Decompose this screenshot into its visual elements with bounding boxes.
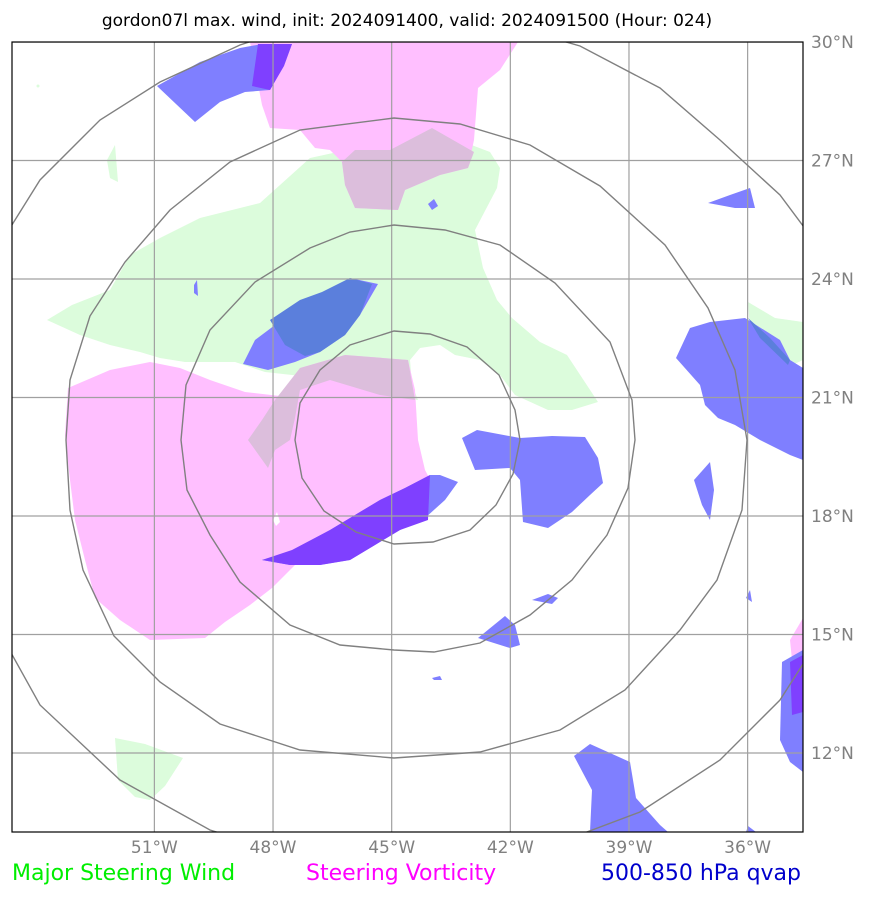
- qvap-region: [462, 430, 603, 528]
- distance-ring: [294, 330, 521, 545]
- distance-ring: [12, 42, 803, 832]
- vorticity-hole: [273, 512, 280, 526]
- wind-vorticity-overlap-region: [248, 355, 415, 468]
- x-axis-ticks: 51°W 48°W 45°W 42°W 39°W 36°W: [131, 838, 771, 858]
- y-tick-label: 27°N: [811, 152, 854, 172]
- vorticity-qvap-overlap-region: [252, 44, 292, 90]
- legend-qvap: 500-850 hPa qvap: [601, 861, 801, 886]
- steering-wind-region: [47, 130, 598, 410]
- wind-qvap-overlap-layer: [270, 278, 790, 365]
- x-tick-label: 51°W: [131, 838, 178, 858]
- qvap-region: [746, 826, 756, 832]
- qvap-region: [708, 188, 755, 208]
- vorticity-qvap-overlap-region: [790, 655, 803, 715]
- qvap-region: [676, 318, 803, 460]
- x-tick-label: 42°W: [487, 838, 534, 858]
- y-tick-label: 15°N: [811, 626, 854, 646]
- qvap-region: [194, 280, 198, 296]
- legend-steering-wind: Major Steering Wind: [12, 861, 235, 886]
- y-axis-ticks: 30°N 27°N 24°N 21°N 18°N 15°N 12°N: [811, 33, 854, 764]
- x-tick-label: 45°W: [368, 838, 415, 858]
- minor-speck: [36, 84, 40, 88]
- vorticity-region: [65, 355, 440, 640]
- wind-qvap-overlap-region: [270, 278, 372, 356]
- qvap-region: [428, 199, 438, 210]
- x-tick-label: 48°W: [250, 838, 297, 858]
- x-tick-label: 39°W: [606, 838, 653, 858]
- steering-wind-region: [748, 302, 803, 366]
- steering-wind-region: [107, 145, 118, 182]
- map-plot-area: [12, 42, 803, 832]
- y-tick-label: 18°N: [811, 507, 854, 527]
- wind-qvap-overlap-region: [748, 318, 790, 365]
- wind-vorticity-overlap-layer: [248, 128, 474, 468]
- wind-vorticity-overlap-region: [342, 128, 474, 210]
- distance-ring: [180, 224, 636, 653]
- qvap-region: [574, 744, 668, 832]
- map-title: gordon07l max. wind, init: 2024091400, v…: [102, 11, 712, 31]
- x-tick-label: 36°W: [724, 838, 771, 858]
- legend-steering-vorticity: Steering Vorticity: [306, 861, 496, 886]
- qvap-region: [694, 462, 714, 520]
- y-tick-label: 21°N: [811, 389, 854, 409]
- distance-rings: [12, 42, 803, 832]
- small-features: [36, 84, 280, 526]
- y-tick-label: 30°N: [811, 33, 854, 53]
- legend: Major Steering Wind Steering Vorticity 5…: [12, 861, 801, 886]
- graticule: [12, 42, 803, 832]
- qvap-region: [432, 676, 442, 680]
- vorticity-qvap-overlap-region: [262, 475, 430, 565]
- y-tick-label: 12°N: [811, 744, 854, 764]
- distance-ring: [65, 117, 748, 759]
- map-frame: [11, 41, 804, 833]
- y-tick-label: 24°N: [811, 270, 854, 290]
